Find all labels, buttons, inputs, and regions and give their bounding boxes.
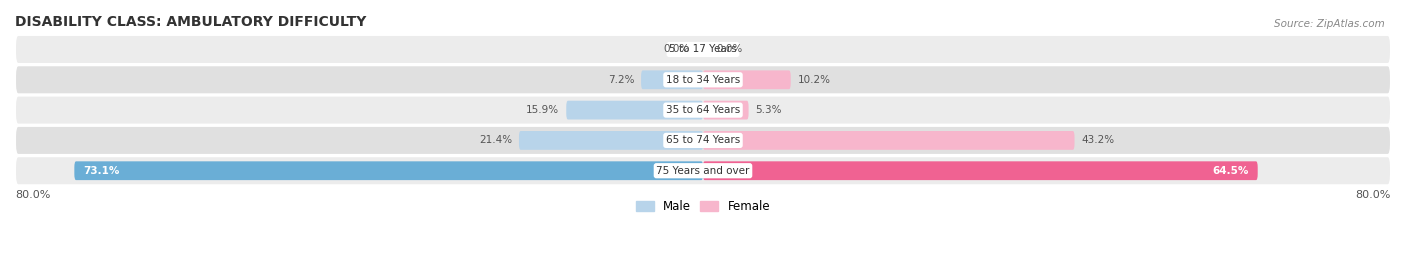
Text: 5.3%: 5.3% — [755, 105, 782, 115]
FancyBboxPatch shape — [15, 126, 1391, 155]
FancyBboxPatch shape — [15, 156, 1391, 185]
FancyBboxPatch shape — [703, 70, 790, 89]
FancyBboxPatch shape — [519, 131, 703, 150]
FancyBboxPatch shape — [567, 101, 703, 120]
Text: 80.0%: 80.0% — [15, 191, 51, 200]
FancyBboxPatch shape — [75, 161, 703, 180]
Text: 18 to 34 Years: 18 to 34 Years — [666, 75, 740, 85]
Text: 0.0%: 0.0% — [664, 44, 690, 54]
Legend: Male, Female: Male, Female — [631, 195, 775, 218]
Text: 73.1%: 73.1% — [83, 166, 120, 176]
FancyBboxPatch shape — [15, 35, 1391, 64]
Text: 10.2%: 10.2% — [797, 75, 831, 85]
Text: 35 to 64 Years: 35 to 64 Years — [666, 105, 740, 115]
Text: 7.2%: 7.2% — [607, 75, 634, 85]
FancyBboxPatch shape — [15, 65, 1391, 94]
FancyBboxPatch shape — [703, 131, 1074, 150]
Text: DISABILITY CLASS: AMBULATORY DIFFICULTY: DISABILITY CLASS: AMBULATORY DIFFICULTY — [15, 15, 367, 29]
Text: Source: ZipAtlas.com: Source: ZipAtlas.com — [1274, 19, 1385, 29]
Text: 21.4%: 21.4% — [479, 135, 512, 146]
Text: 80.0%: 80.0% — [1355, 191, 1391, 200]
Text: 0.0%: 0.0% — [716, 44, 742, 54]
Text: 15.9%: 15.9% — [526, 105, 560, 115]
Text: 75 Years and over: 75 Years and over — [657, 166, 749, 176]
Text: 43.2%: 43.2% — [1081, 135, 1115, 146]
Text: 5 to 17 Years: 5 to 17 Years — [669, 44, 737, 54]
Text: 65 to 74 Years: 65 to 74 Years — [666, 135, 740, 146]
FancyBboxPatch shape — [703, 101, 748, 120]
FancyBboxPatch shape — [641, 70, 703, 89]
Text: 64.5%: 64.5% — [1213, 166, 1249, 176]
FancyBboxPatch shape — [703, 161, 1258, 180]
FancyBboxPatch shape — [15, 96, 1391, 125]
